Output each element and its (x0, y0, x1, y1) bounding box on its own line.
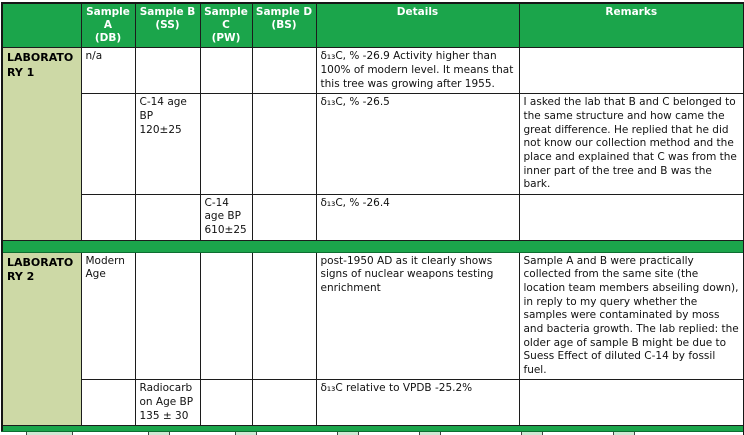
lab1-r3-sample-a-cell (80, 193, 136, 241)
table-row: LABORATORY 2 Modern Age post-1950 AD as … (1, 251, 744, 427)
cutoff-cell (542, 432, 613, 435)
section-separator-row (1, 425, 744, 435)
col-header-label: Remarks (605, 6, 658, 18)
lab1-r1-sample-a-cell: n/a (80, 47, 136, 95)
lab2-r2-sample-a-cell (80, 379, 136, 427)
green-separator-band (1, 239, 744, 253)
col-header-remarks: Remarks (518, 2, 744, 49)
lab1-r3-sample-c-cell: C-14 age BP 610±25 (199, 193, 253, 241)
cutoff-cell (613, 432, 634, 435)
col-header-code: (PW) (211, 32, 241, 45)
col-header-code: (SS) (155, 19, 180, 32)
col-header-code: (DB) (94, 32, 122, 45)
cutoff-cell (235, 432, 256, 435)
col-header-code: (BS) (271, 19, 297, 32)
green-separator-band (1, 425, 744, 435)
col-header-sample-b: Sample B (SS) (134, 2, 201, 49)
cutoff-cell (72, 432, 148, 435)
lab1-r3-sample-b-cell (134, 193, 201, 241)
lab2-r1-sample-c-cell (199, 251, 253, 381)
corner-header-cell (1, 2, 82, 49)
cutoff-cell (337, 432, 358, 435)
lab1-r2-sample-d-cell (251, 93, 317, 195)
cutoff-cell (521, 432, 542, 435)
table-row: Radiocarbon Age BP 135 ± 30 δ₁₃C relativ… (2, 379, 744, 427)
lab1-r2-sample-c-cell (199, 93, 253, 195)
lab2-r1-sample-d-cell (251, 251, 317, 381)
cutoff-cell (169, 432, 235, 435)
cutoff-cell (440, 432, 521, 435)
header-row: Sample A (DB) Sample B (SS) Sample C (PW… (1, 2, 744, 49)
lab2-r1-sample-b-cell (134, 251, 201, 381)
table-row: LABORATORY 1 n/a δ₁₃C, % -26.9 Activity … (1, 47, 744, 241)
table-row: C-14 age BP 120±25 δ₁₃C, % -26.5 I asked… (2, 93, 744, 195)
lab2-label-cell: LABORATORY 2 (1, 251, 82, 427)
cutoff-cell (358, 432, 419, 435)
lab1-r1-sample-b-cell (134, 47, 201, 95)
lab1-r1-remarks-cell (518, 47, 744, 95)
lab2-r1-remarks-cell: Sample A and B were practically collecte… (518, 251, 744, 381)
col-header-sample-a: Sample A (DB) (80, 2, 136, 49)
section-separator-row (1, 239, 744, 253)
cutoff-cell (256, 432, 337, 435)
cutoff-cell (1, 432, 26, 435)
lab1-r2-sample-a-cell (80, 93, 136, 195)
lab1-r1-sample-c-cell (199, 47, 253, 95)
lab1-label-cell: LABORATORY 1 (1, 47, 82, 241)
lab2-r2-sample-b-cell: Radiocarbon Age BP 135 ± 30 (134, 379, 201, 427)
lab1-r1-sample-d-cell (251, 47, 317, 95)
col-header-label: Details (396, 6, 439, 18)
col-header-details: Details (315, 2, 520, 49)
cutoff-cell (148, 432, 169, 435)
cutoff-next-table-row (1, 431, 743, 435)
lab2-r1-details-cell: post-1950 AD as it clearly shows signs o… (315, 251, 520, 381)
col-header-sample-d: Sample D (BS) (251, 2, 317, 49)
col-header-label: Sample B (139, 6, 196, 18)
lab1-r3-details-cell: δ₁₃C, % -26.4 (315, 193, 520, 241)
lab2-r2-sample-d-cell (251, 379, 317, 427)
col-header-sample-c: Sample C (PW) (199, 2, 253, 49)
lab1-r2-sample-b-cell: C-14 age BP 120±25 (134, 93, 201, 195)
lab1-r3-remarks-cell (518, 193, 744, 241)
cutoff-cell (26, 432, 72, 435)
lab2-r1-sample-a-cell: Modern Age (80, 251, 136, 381)
lab1-r2-details-cell: δ₁₃C, % -26.5 (315, 93, 520, 195)
lab1-r2-remarks-cell: I asked the lab that B and C belonged to… (518, 93, 744, 195)
cutoff-cell (634, 432, 743, 435)
lab1-r1-details-cell: δ₁₃C, % -26.9 Activity higher than 100% … (315, 47, 520, 95)
lab2-r2-sample-c-cell (199, 379, 253, 427)
cutoff-cell (419, 432, 440, 435)
table-row: C-14 age BP 610±25 δ₁₃C, % -26.4 (2, 193, 744, 241)
lab2-r2-remarks-cell (518, 379, 744, 427)
lab2-r2-details-cell: δ₁₃C relative to VPDB -25.2% (315, 379, 520, 427)
col-header-label: Sample C (204, 6, 248, 32)
col-header-label: Sample D (255, 6, 313, 18)
col-header-label: Sample A (86, 6, 130, 32)
lab1-r3-sample-d-cell (251, 193, 317, 241)
